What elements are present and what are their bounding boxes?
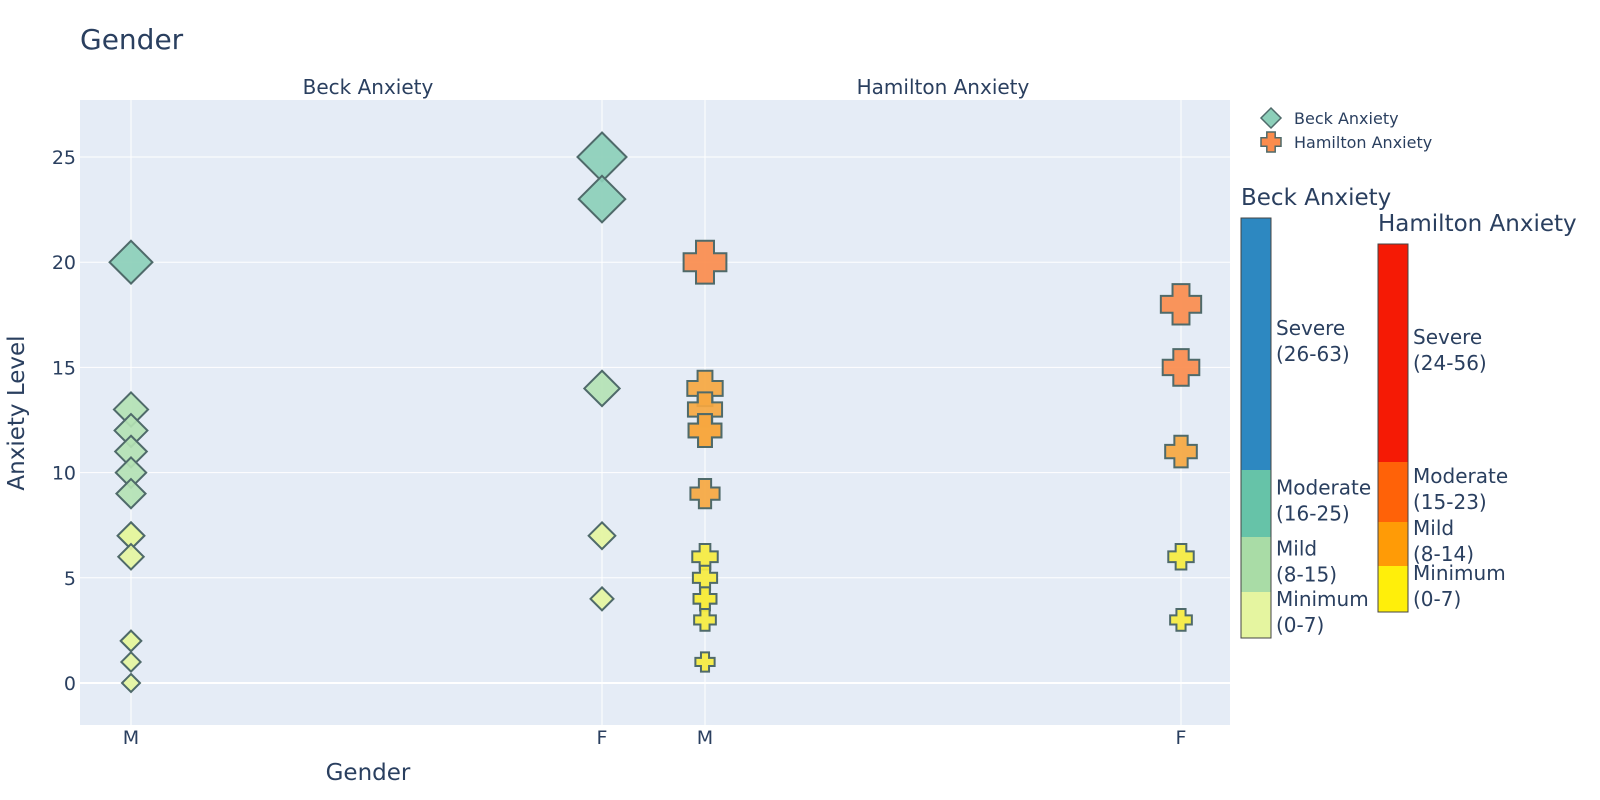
colorbar-band-label: (8-15)	[1276, 563, 1337, 587]
colorbar-band-label: (24-56)	[1413, 351, 1487, 375]
colorbar-band	[1241, 218, 1271, 470]
colorbar-band	[1378, 522, 1408, 566]
legend-label: Hamilton Anxiety	[1294, 133, 1432, 152]
y-axis-ticks: 0 5 10 15 20 25	[52, 147, 76, 695]
beck-point	[577, 174, 627, 224]
hamilton-point	[1161, 348, 1201, 387]
colorbar-band-label: Mild	[1413, 516, 1454, 540]
hamilton-point	[689, 478, 721, 510]
x-tick-label: M	[697, 727, 713, 749]
colorbar-band	[1378, 566, 1408, 612]
y-tick-label: 5	[64, 568, 76, 590]
y-tick-label: 20	[52, 252, 76, 274]
colorbar-band-label: Moderate	[1413, 464, 1508, 488]
colorbar-band-label: Minimum	[1276, 587, 1369, 611]
beck-point	[108, 239, 154, 286]
beck-point	[582, 369, 622, 408]
y-tick-label: 15	[52, 357, 76, 379]
panel-title-beck: Beck Anxiety	[303, 75, 434, 99]
hamilton-point	[1167, 543, 1195, 571]
colorbar-band-label: (16-25)	[1276, 502, 1350, 526]
beck-point	[116, 542, 146, 571]
y-tick-label: 0	[64, 673, 76, 695]
x-tick-label: M	[123, 727, 139, 749]
colorbar-band-label: (0-7)	[1276, 613, 1324, 637]
legend-marker-hamilton	[1260, 131, 1282, 153]
beck-point	[120, 672, 142, 694]
hamilton-point	[694, 651, 716, 673]
hamilton-point	[687, 413, 723, 448]
chart-title: Gender	[80, 23, 184, 56]
colorbar-band-label: (0-7)	[1413, 587, 1461, 611]
x-tick-label: F	[597, 727, 608, 749]
colorbar-band-label: (26-63)	[1276, 342, 1350, 366]
colorbar-band-label: Severe	[1413, 325, 1482, 349]
colorbar-band	[1378, 462, 1408, 522]
grid-lines	[80, 100, 1230, 725]
colorbar-band-label: Minimum	[1413, 561, 1506, 585]
legend-marker-beck	[1259, 106, 1283, 130]
colorbar-band-label: (8-14)	[1413, 542, 1474, 566]
colorbar-band	[1378, 244, 1408, 462]
panel-title-hamilton: Hamilton Anxiety	[857, 75, 1030, 99]
hamilton-point	[1169, 608, 1193, 632]
colorbar-outline	[1377, 243, 1409, 613]
plot-background	[80, 100, 1230, 725]
y-axis-label: Anxiety Level	[4, 335, 30, 490]
colorbar-band	[1241, 470, 1271, 537]
colorbar-band	[1241, 537, 1271, 592]
colorbar-outline	[1240, 217, 1272, 639]
x-axis-label: Gender	[326, 760, 411, 786]
beck-point	[115, 477, 147, 510]
colorbar-band-label: Moderate	[1276, 476, 1371, 500]
hamilton-point	[693, 608, 717, 632]
legend: Beck Anxiety Hamilton Anxiety	[1259, 106, 1432, 153]
colorbar-band-label: Mild	[1276, 537, 1317, 561]
data-marks	[108, 131, 1203, 694]
hamilton-point	[682, 239, 728, 285]
hamilton-point	[1164, 434, 1198, 469]
legend-label: Beck Anxiety	[1294, 109, 1399, 128]
colorbar-band	[1241, 592, 1271, 638]
colorbar-title: Hamilton Anxiety	[1378, 211, 1577, 237]
beck-point	[589, 585, 615, 612]
colorbar-title: Beck Anxiety	[1241, 185, 1391, 211]
y-tick-label: 10	[52, 463, 76, 485]
beck-point	[119, 650, 143, 673]
hamilton-point	[1159, 283, 1203, 326]
colorbar-band-label: (15-23)	[1413, 490, 1487, 514]
x-tick-label: F	[1176, 727, 1187, 749]
colorbars: Beck AnxietySevere(26-63)Moderate(16-25)…	[1240, 185, 1577, 639]
colorbar-band-label: Severe	[1276, 316, 1345, 340]
beck-point	[587, 520, 617, 551]
y-tick-label: 25	[52, 147, 76, 169]
